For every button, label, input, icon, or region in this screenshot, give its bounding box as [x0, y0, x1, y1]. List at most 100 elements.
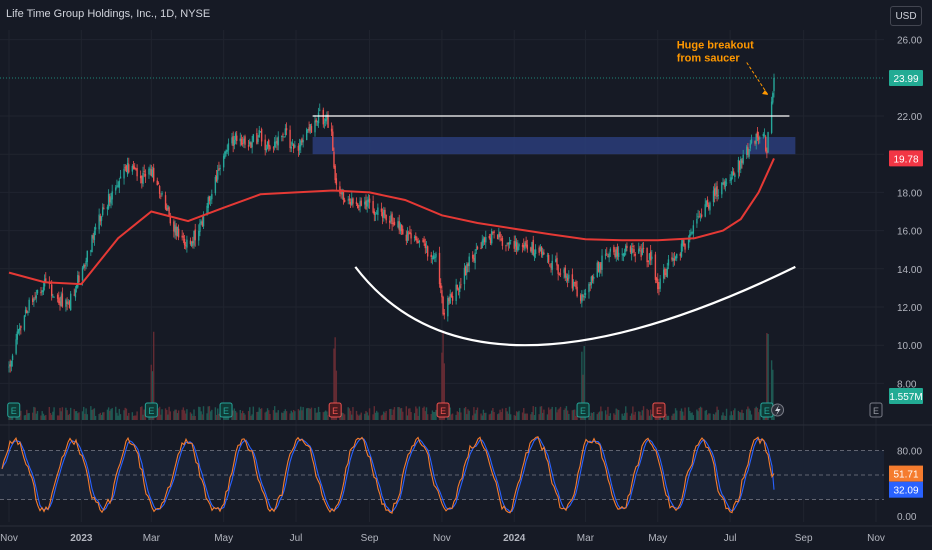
- volume-bar: [215, 414, 218, 420]
- volume-bar: [136, 411, 138, 420]
- candle-body: [447, 297, 449, 317]
- candle-body: [209, 199, 212, 201]
- candle-body: [207, 197, 209, 208]
- candle-body: [639, 247, 641, 249]
- volume-bar: [621, 413, 623, 420]
- candle-body: [496, 235, 499, 240]
- earnings-marker-box[interactable]: [219, 402, 233, 418]
- earnings-marker[interactable]: E: [219, 402, 233, 418]
- earnings-marker-box[interactable]: [144, 402, 158, 418]
- candle-body: [724, 181, 727, 188]
- volume-bar: [314, 408, 316, 420]
- earnings-marker[interactable]: E: [144, 402, 158, 418]
- candle-body: [384, 209, 386, 216]
- candle-body: [540, 246, 543, 254]
- volume-bar: [389, 409, 391, 420]
- candle-body: [423, 239, 425, 243]
- candle-body: [467, 263, 469, 267]
- earnings-marker[interactable]: E: [869, 402, 883, 418]
- earnings-marker-box[interactable]: [328, 402, 342, 418]
- candle-body: [696, 218, 698, 224]
- volume-bar: [266, 408, 269, 420]
- candle-body: [672, 258, 674, 261]
- volume-bar: [468, 410, 470, 420]
- volume-bar: [250, 415, 252, 420]
- earnings-marker[interactable]: E: [652, 402, 666, 418]
- candle-body: [629, 246, 632, 253]
- candle-body: [671, 257, 673, 260]
- candle-body: [609, 248, 612, 252]
- candle-body: [482, 238, 485, 243]
- candle-body: [532, 239, 534, 255]
- candle-body: [389, 220, 391, 223]
- candle-body: [381, 212, 384, 218]
- candle-body: [17, 329, 20, 333]
- volume-bar: [281, 412, 283, 420]
- candle-body: [431, 257, 434, 259]
- volume-bar: [722, 412, 724, 420]
- earnings-marker[interactable]: E: [576, 402, 590, 418]
- candle-body: [579, 295, 582, 301]
- candle-body: [65, 299, 67, 307]
- candle-body: [164, 195, 167, 209]
- volume-bar: [485, 412, 487, 420]
- volume-bar: [409, 408, 411, 420]
- volume-bar: [391, 414, 393, 420]
- volume-bar: [142, 414, 144, 420]
- volume-bar: [65, 407, 67, 420]
- candle-body: [716, 186, 718, 197]
- lightning-icon-glyph: [775, 405, 781, 416]
- earnings-marker[interactable]: E: [436, 402, 450, 418]
- candle-body: [292, 144, 295, 149]
- earnings-marker[interactable]: E: [328, 402, 342, 418]
- candle-body: [200, 221, 202, 223]
- candle-body: [227, 143, 230, 151]
- candle-body: [53, 296, 55, 298]
- earnings-marker-box[interactable]: [652, 402, 666, 418]
- earnings-marker-box[interactable]: [7, 402, 21, 418]
- time-tick-label: Nov: [867, 533, 885, 544]
- earnings-marker-box[interactable]: [576, 402, 590, 418]
- volume-bar: [236, 412, 238, 420]
- volume-bar: [564, 408, 566, 420]
- candle-body: [365, 200, 367, 209]
- volume-bar: [150, 364, 153, 420]
- volume-bar: [289, 413, 291, 420]
- candle-body: [368, 198, 371, 203]
- candle-body: [706, 199, 709, 205]
- candle-body: [340, 193, 342, 195]
- candle-body: [233, 139, 236, 146]
- volume-bar: [480, 413, 482, 420]
- volume-bar: [241, 410, 244, 420]
- candle-body: [257, 138, 259, 142]
- candle-body: [100, 216, 103, 221]
- candle-body: [687, 237, 690, 248]
- volume-bar: [258, 407, 260, 420]
- candle-body: [450, 294, 453, 297]
- volume-bar: [93, 408, 96, 420]
- volume-bar: [593, 411, 595, 420]
- volume-bar: [135, 415, 137, 420]
- candle-body: [310, 126, 313, 133]
- volume-bar: [233, 408, 236, 420]
- earnings-marker-box[interactable]: [436, 402, 450, 418]
- volume-bar: [737, 410, 740, 420]
- candle-body: [160, 195, 162, 197]
- volume-bar: [251, 414, 253, 420]
- volume-bar: [422, 407, 424, 420]
- currency-button[interactable]: USD: [890, 6, 922, 26]
- volume-bar: [456, 411, 459, 420]
- volume-bar: [360, 412, 362, 420]
- earnings-marker-box[interactable]: [869, 402, 883, 418]
- volume-bar: [168, 406, 170, 420]
- candle-body: [556, 257, 558, 266]
- volume-bar: [33, 406, 35, 420]
- candle-body: [489, 237, 492, 244]
- earnings-marker[interactable]: E: [7, 402, 21, 418]
- candle-body: [748, 149, 750, 157]
- volume-bar: [458, 407, 461, 420]
- candle-body: [468, 256, 470, 267]
- volume-bar: [632, 406, 634, 420]
- volume-bar: [333, 348, 335, 420]
